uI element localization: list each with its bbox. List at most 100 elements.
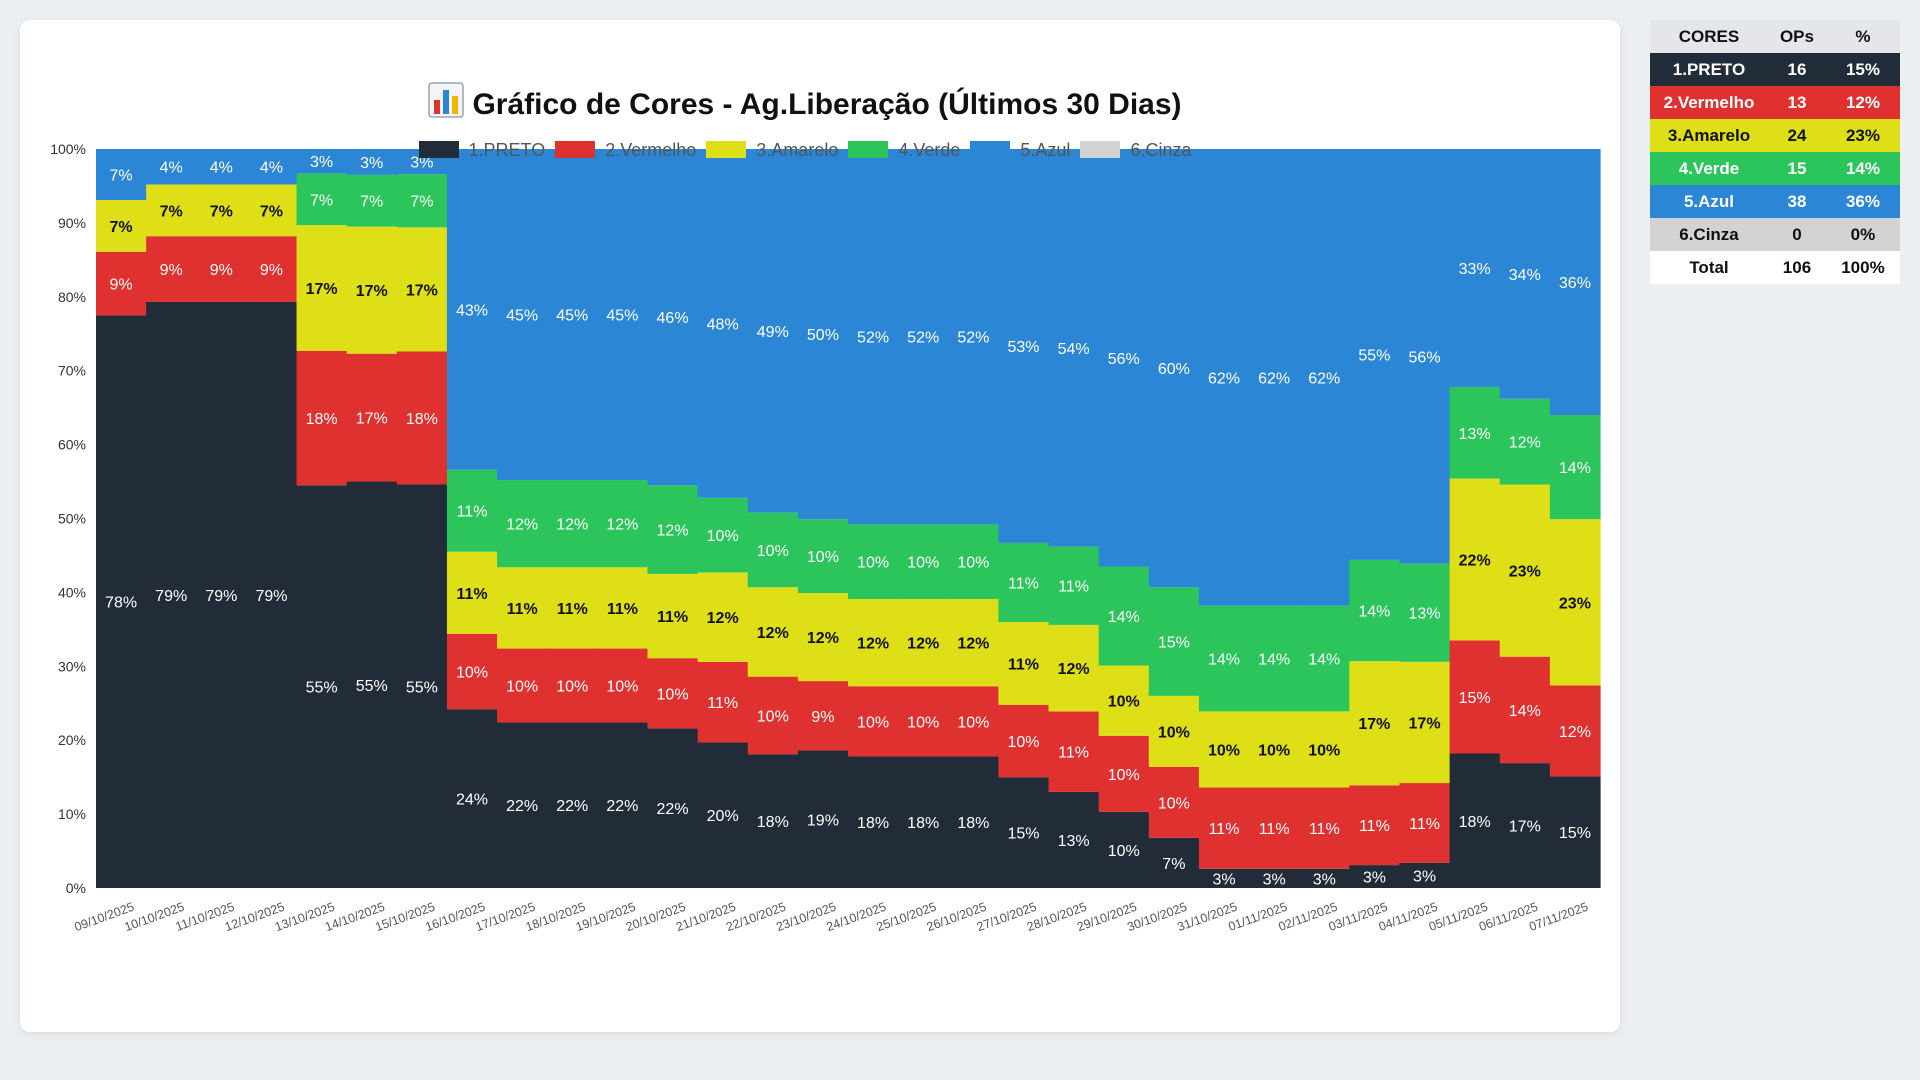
bar-segment[interactable]: [1299, 149, 1350, 606]
bar-segment[interactable]: [1148, 837, 1200, 888]
bar-segment[interactable]: [1299, 868, 1350, 888]
bar-segment[interactable]: [146, 301, 197, 888]
bar-segment[interactable]: [1399, 661, 1451, 784]
legend-item[interactable]: 2.Vermelho: [555, 140, 696, 161]
bar-segment[interactable]: [1098, 665, 1150, 736]
bar-segment[interactable]: [396, 351, 448, 485]
bar-segment[interactable]: [1349, 865, 1401, 888]
bar-segment[interactable]: [848, 756, 899, 888]
bar-segment[interactable]: [497, 567, 548, 649]
bar-segment[interactable]: [1499, 484, 1551, 657]
bar-segment[interactable]: [1249, 711, 1300, 788]
bar-segment[interactable]: [1449, 149, 1501, 387]
bar-segment[interactable]: [1499, 656, 1551, 764]
bar-segment[interactable]: [597, 648, 649, 723]
bar-segment[interactable]: [1399, 783, 1451, 863]
bar-segment[interactable]: [497, 722, 548, 888]
bar-segment[interactable]: [196, 184, 247, 237]
bar-segment[interactable]: [1198, 711, 1250, 788]
bar-segment[interactable]: [296, 225, 348, 351]
bar-segment[interactable]: [597, 149, 649, 481]
bar-segment[interactable]: [898, 149, 949, 525]
bar-segment[interactable]: [296, 485, 348, 888]
bar-segment[interactable]: [998, 704, 1050, 778]
bar-segment[interactable]: [948, 599, 999, 687]
bar-segment[interactable]: [346, 174, 398, 227]
bar-segment[interactable]: [697, 661, 749, 743]
bar-segment[interactable]: [497, 648, 548, 723]
bar-segment[interactable]: [1399, 149, 1451, 564]
bar-segment[interactable]: [396, 484, 448, 888]
bar-segment[interactable]: [697, 149, 749, 498]
bar-segment[interactable]: [1349, 661, 1401, 786]
bar-segment[interactable]: [1549, 519, 1601, 686]
bar-segment[interactable]: [1148, 766, 1200, 838]
bar-segment[interactable]: [146, 184, 197, 237]
bar-segment[interactable]: [948, 756, 999, 888]
bar-segment[interactable]: [948, 686, 999, 757]
bar-segment[interactable]: [547, 567, 598, 649]
bar-segment[interactable]: [1549, 149, 1601, 416]
bar-segment[interactable]: [747, 754, 799, 888]
bar-segment[interactable]: [998, 777, 1050, 888]
bar-segment[interactable]: [848, 599, 899, 687]
bar-segment[interactable]: [1048, 624, 1100, 712]
bar-segment[interactable]: [497, 480, 548, 568]
bar-segment[interactable]: [797, 750, 849, 888]
bar-segment[interactable]: [998, 542, 1050, 622]
bar-segment[interactable]: [747, 512, 799, 588]
legend-item[interactable]: 6.Cinza: [1080, 140, 1191, 161]
bar-segment[interactable]: [998, 149, 1050, 543]
bar-segment[interactable]: [1098, 149, 1150, 567]
bar-segment[interactable]: [797, 149, 849, 520]
bar-segment[interactable]: [196, 149, 247, 185]
bar-segment[interactable]: [1499, 149, 1551, 399]
bar-segment[interactable]: [1198, 605, 1250, 712]
bar-segment[interactable]: [1148, 149, 1200, 588]
bar-segment[interactable]: [1349, 149, 1401, 560]
bar-segment[interactable]: [898, 524, 949, 600]
bar-segment[interactable]: [1048, 149, 1100, 547]
bar-segment[interactable]: [96, 251, 147, 316]
bar-segment[interactable]: [497, 149, 548, 481]
bar-segment[interactable]: [346, 353, 398, 482]
legend-item[interactable]: 3.Amarelo: [706, 140, 838, 161]
bar-segment[interactable]: [1048, 546, 1100, 625]
bar-segment[interactable]: [1299, 787, 1350, 869]
bar-segment[interactable]: [547, 149, 598, 481]
bar-segment[interactable]: [446, 469, 498, 552]
bar-segment[interactable]: [246, 301, 298, 888]
bar-segment[interactable]: [196, 236, 247, 302]
bar-segment[interactable]: [547, 648, 598, 723]
bar-segment[interactable]: [1449, 478, 1501, 641]
bar-segment[interactable]: [1148, 695, 1200, 767]
bar-segment[interactable]: [597, 480, 649, 568]
bar-segment[interactable]: [96, 315, 147, 888]
bar-segment[interactable]: [296, 350, 348, 486]
bar-segment[interactable]: [697, 497, 749, 573]
bar-segment[interactable]: [1198, 868, 1250, 888]
bar-segment[interactable]: [246, 149, 298, 185]
bar-segment[interactable]: [1349, 559, 1401, 662]
bar-segment[interactable]: [547, 722, 598, 888]
bar-segment[interactable]: [1098, 735, 1150, 812]
bar-segment[interactable]: [1549, 685, 1601, 777]
bar-segment[interactable]: [446, 709, 498, 888]
bar-segment[interactable]: [1048, 791, 1100, 888]
bar-segment[interactable]: [446, 149, 498, 470]
bar-segment[interactable]: [848, 524, 899, 600]
bar-segment[interactable]: [898, 599, 949, 687]
bar-segment[interactable]: [797, 519, 849, 594]
bar-segment[interactable]: [747, 676, 799, 755]
bar-segment[interactable]: [848, 686, 899, 757]
bar-segment[interactable]: [146, 236, 197, 302]
bar-segment[interactable]: [1549, 415, 1601, 520]
bar-segment[interactable]: [1349, 785, 1401, 866]
bar-segment[interactable]: [1299, 605, 1350, 712]
bar-segment[interactable]: [1249, 868, 1300, 888]
bar-segment[interactable]: [697, 742, 749, 888]
bar-segment[interactable]: [346, 149, 398, 175]
bar-segment[interactable]: [346, 481, 398, 888]
bar-segment[interactable]: [647, 728, 699, 888]
bar-segment[interactable]: [1098, 566, 1150, 666]
